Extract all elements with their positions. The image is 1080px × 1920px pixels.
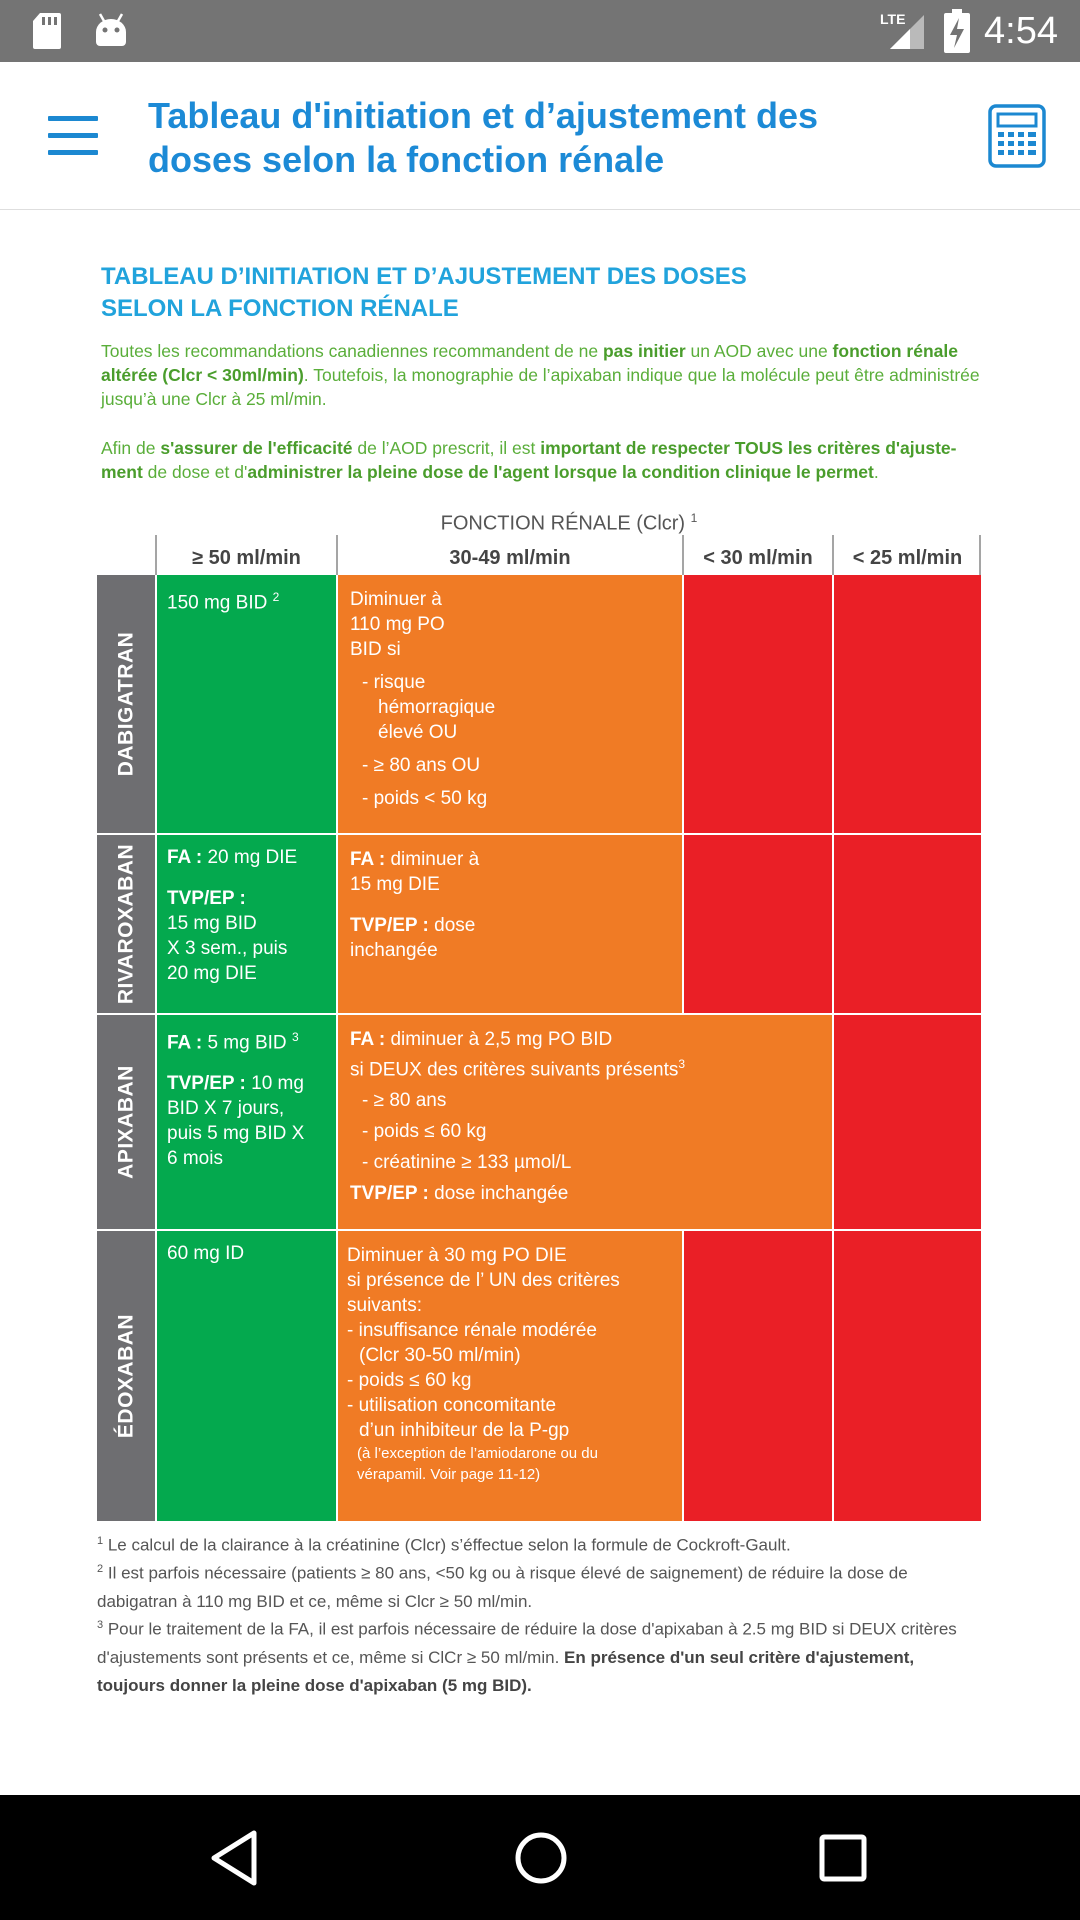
intro-paragraph-1: Toutes les recommandations canadiennes r…: [101, 341, 980, 409]
row-label-rivaroxaban: RIVAROXABAN: [97, 835, 155, 1013]
app-bar: Tableau d'initiation et d’ajustement des…: [0, 62, 1080, 210]
document-heading: TABLEAU D’INITIATION ET D’AJUSTEMENT DES…: [101, 263, 747, 322]
column-header-lt30: < 30 ml/min: [703, 547, 813, 569]
cell-apixaban-30-49-lt30: FA : diminuer à 2,5 mg PO BID si DEUX de…: [338, 1015, 832, 1229]
android-icon: [96, 13, 126, 46]
sd-card-icon: [33, 13, 61, 49]
cell-edoxaban-lt25: [834, 1231, 981, 1521]
page-title: Tableau d'initiation et d’ajustement des…: [148, 95, 818, 180]
signal-icon: LTE: [880, 11, 926, 51]
content-area[interactable]: TABLEAU D’INITIATION ET D’AJUSTEMENT DES…: [0, 211, 1080, 1795]
status-bar: LTE 4:54: [0, 0, 1080, 62]
cell-rivaroxaban-lt30: [684, 835, 832, 1013]
intro-paragraph-2: Afin de s'assurer de l'efficacité de l’A…: [101, 438, 957, 482]
footnote-1: 1 Le calcul de la clairance à la créatin…: [97, 1535, 791, 1555]
cell-apixaban-ge50: FA : 5 mg BID 3 TVP/EP : 10 mg BID X 7 j…: [157, 1015, 336, 1229]
cell-edoxaban-ge50: 60 mg ID: [157, 1231, 336, 1521]
menu-icon: [48, 116, 98, 121]
menu-button[interactable]: [48, 116, 98, 156]
table-header-title: FONCTION RÉNALE (Clcr) 1: [440, 511, 698, 535]
cell-rivaroxaban-ge50: FA : 20 mg DIE TVP/EP : 15 mg BID X 3 se…: [157, 835, 336, 1013]
calculator-icon[interactable]: [988, 104, 1046, 168]
dosing-table: FONCTION RÉNALE (Clcr) 1 ≥ 50 ml/min 30-…: [97, 511, 981, 1541]
footnote-2: 2 Il est parfois nécessaire (patients ≥ …: [97, 1563, 908, 1611]
cell-dabigatran-30-49: Diminuer à 110 mg PO BID si - risque hém…: [338, 575, 682, 833]
row-label-dabigatran: DABIGATRAN: [97, 575, 155, 833]
cell-rivaroxaban-lt25: [834, 835, 981, 1013]
cell-dabigatran-ge50: 150 mg BID 2: [157, 575, 336, 833]
cell-edoxaban-30-49: Diminuer à 30 mg PO DIE si présence de l…: [338, 1231, 682, 1521]
cell-dabigatran-lt25: [834, 575, 981, 833]
back-icon[interactable]: [202, 1825, 272, 1891]
column-header-30-49: 30-49 ml/min: [449, 547, 571, 569]
clock: 4:54: [984, 9, 1058, 52]
cell-apixaban-lt25: [834, 1015, 981, 1229]
footnote-3: 3 Pour le traitement de la FA, il est pa…: [97, 1619, 957, 1695]
navigation-bar: [0, 1795, 1080, 1920]
network-type: LTE: [880, 11, 906, 27]
battery-charging-icon: [944, 9, 971, 53]
cell-edoxaban-lt30: [684, 1231, 832, 1521]
home-icon[interactable]: [506, 1825, 576, 1891]
column-header-lt25: < 25 ml/min: [852, 547, 963, 569]
recents-icon[interactable]: [808, 1825, 878, 1891]
cell-dabigatran-lt30: [684, 575, 832, 833]
row-label-apixaban: APIXABAN: [97, 1015, 155, 1229]
column-header-ge50: ≥ 50 ml/min: [192, 547, 301, 569]
row-label-edoxaban: ÉDOXABAN: [97, 1231, 155, 1521]
cell-rivaroxaban-30-49: FA : diminuer à 15 mg DIE TVP/EP : dose …: [338, 835, 682, 1013]
